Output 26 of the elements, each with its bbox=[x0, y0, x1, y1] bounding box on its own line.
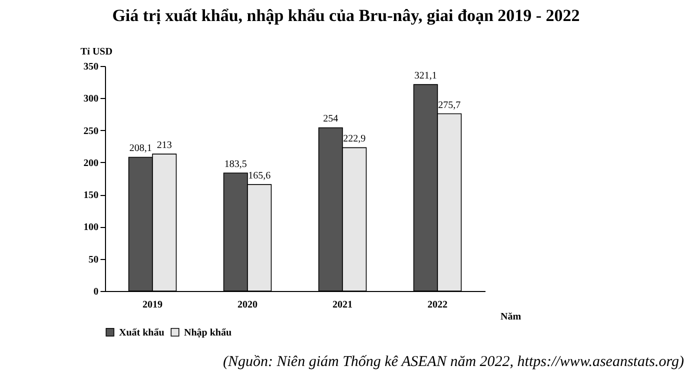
legend-label: Xuất khẩu bbox=[119, 327, 165, 338]
x-tick-label: 2022 bbox=[428, 300, 448, 310]
x-tick-label: 2021 bbox=[332, 300, 352, 310]
data-label: 165,6 bbox=[248, 170, 271, 182]
text: (Nguồn: Niên giám Thống kê ASEAN năm 2022, https://www.aseanstats.org) bbox=[222, 354, 685, 371]
y-tick-label: 100 bbox=[84, 222, 98, 234]
data-label: 208,1 bbox=[129, 143, 152, 154]
y-tick-label: 300 bbox=[84, 94, 98, 105]
y-tick-label: 250 bbox=[84, 126, 98, 137]
data-label: 275,7 bbox=[438, 100, 461, 111]
y-tick-label: 0 bbox=[94, 286, 98, 298]
data-label: 254 bbox=[323, 114, 338, 125]
legend-label: Nhập khẩu bbox=[184, 327, 232, 338]
y-axis-title: Tỉ USD bbox=[80, 46, 112, 58]
chart-title: Giá trị xuất khẩu, nhập khẩu của Bru-nây, giai đoạn 2019 - 2022 bbox=[111, 6, 581, 26]
data-label: 222,9 bbox=[343, 134, 366, 145]
data-label: 321,1 bbox=[414, 70, 437, 82]
x-tick-label: 2020 bbox=[238, 300, 258, 310]
y-tick-label: 350 bbox=[84, 62, 98, 72]
y-tick-label: 50 bbox=[88, 254, 98, 266]
x-axis-title: Năm bbox=[500, 312, 522, 322]
x-tick-label: 2019 bbox=[142, 300, 162, 310]
data-label: 213 bbox=[156, 140, 172, 152]
y-tick-label: 150 bbox=[84, 190, 98, 202]
data-label: 183,5 bbox=[224, 159, 247, 170]
y-tick-label: 200 bbox=[84, 158, 98, 169]
